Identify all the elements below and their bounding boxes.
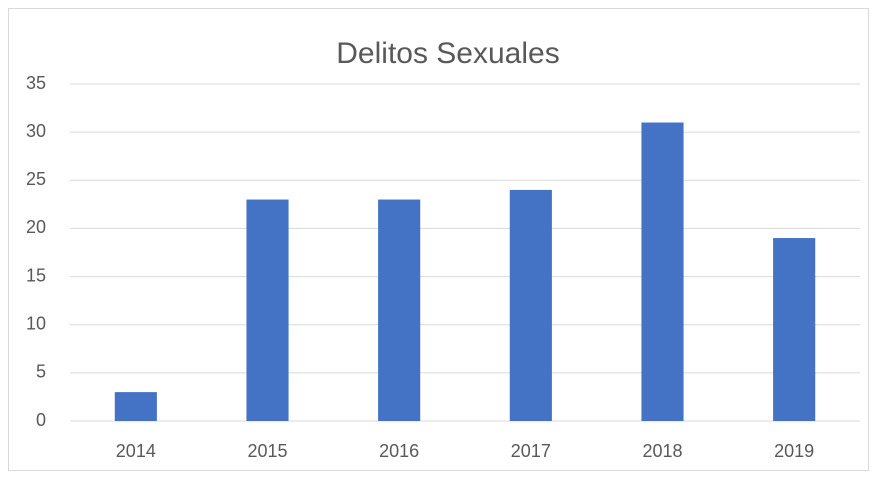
bar xyxy=(509,189,552,421)
bar xyxy=(114,392,157,421)
y-tick-label: 15 xyxy=(26,265,46,285)
x-tick-label: 2019 xyxy=(774,441,814,461)
bar xyxy=(378,199,421,421)
y-tick-label: 10 xyxy=(26,313,46,333)
x-tick-label: 2016 xyxy=(379,441,419,461)
bar xyxy=(641,122,684,421)
x-tick-label: 2017 xyxy=(511,441,551,461)
x-tick-label: 2018 xyxy=(642,441,682,461)
y-tick-label: 35 xyxy=(26,73,46,93)
y-tick-label: 30 xyxy=(26,121,46,141)
y-tick-label: 0 xyxy=(36,410,46,430)
bar xyxy=(773,238,816,421)
y-tick-label: 25 xyxy=(26,169,46,189)
y-tick-label: 20 xyxy=(26,217,46,237)
y-tick-label: 5 xyxy=(36,362,46,382)
chart-title: Delitos Sexuales xyxy=(336,37,559,70)
x-tick-label: 2015 xyxy=(247,441,287,461)
x-tick-label: 2014 xyxy=(116,441,156,461)
bar xyxy=(246,199,289,421)
